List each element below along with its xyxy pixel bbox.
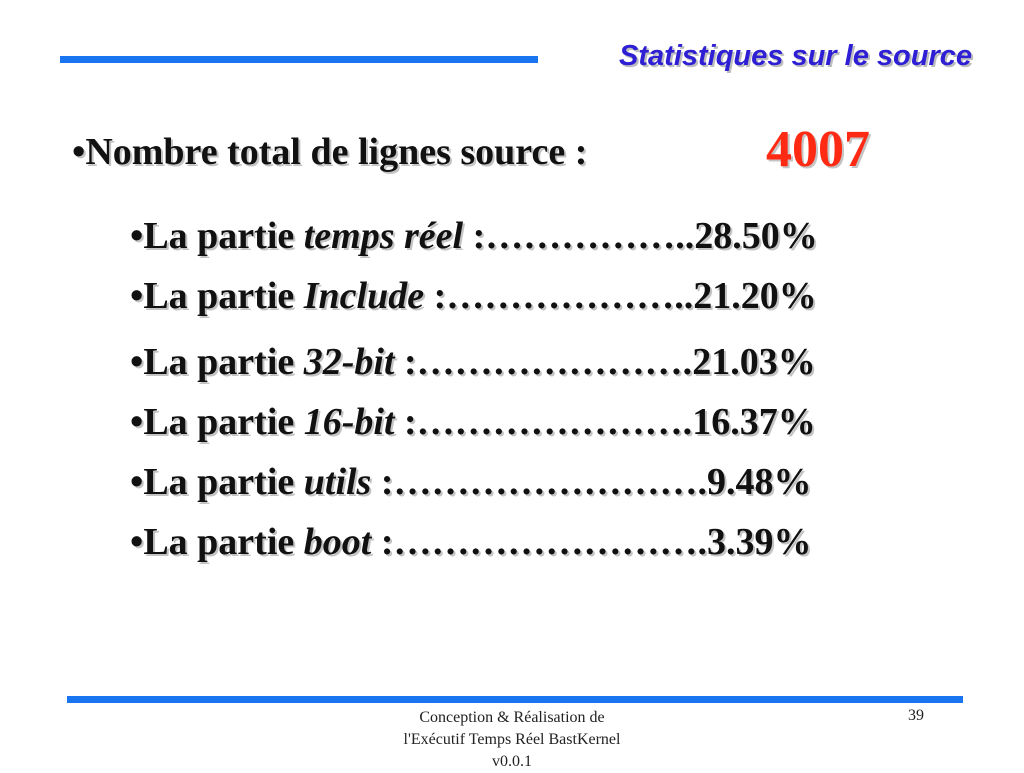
item-name: 32-bit	[303, 341, 395, 383]
item-value: 9.48%	[707, 461, 812, 503]
breakdown-item-boot: •La partie boot :…………………….3.39%	[130, 520, 811, 564]
item-value: 21.20%	[693, 275, 817, 317]
bullet-marker: •	[130, 521, 144, 563]
breakdown-item-include: •La partie Include :………………..21.20%	[130, 274, 817, 318]
bullet-marker: •	[130, 461, 144, 503]
item-dots: :……………..	[463, 215, 695, 257]
item-prefix: La partie	[143, 341, 304, 383]
item-name: 16-bit	[303, 401, 395, 443]
breakdown-item-32-bit: •La partie 32-bit :………………….21.03%	[130, 340, 816, 384]
item-name: temps réel	[303, 215, 464, 257]
footer-line: l'Exécutif Temps Réel BastKernel	[403, 731, 621, 748]
slide-title: Statistiques sur le source	[619, 40, 972, 72]
item-dots: :………………….	[394, 401, 693, 443]
item-name: boot	[303, 521, 372, 563]
item-dots: :…………………….	[371, 521, 707, 563]
item-prefix: La partie	[143, 521, 304, 563]
page-number: 39	[908, 707, 924, 724]
item-dots: :………………..	[424, 275, 694, 317]
item-value: 16.37%	[692, 401, 816, 443]
total-lines-bullet: •Nombre total de lignes source :	[72, 130, 587, 174]
footer-caption: Conception & Réalisation de l'Exécutif T…	[362, 707, 662, 773]
header-divider-bar	[60, 56, 538, 63]
footer-line: v0.0.1	[492, 753, 532, 770]
item-prefix: La partie	[143, 461, 304, 503]
item-prefix: La partie	[143, 401, 304, 443]
total-lines-value: 4007	[766, 121, 870, 178]
breakdown-item-16-bit: •La partie 16-bit :………………….16.37%	[130, 400, 816, 444]
total-lines-label: Nombre total de lignes source :	[85, 131, 588, 173]
breakdown-item-temps-reel: •La partie temps réel :……………..28.50%	[130, 214, 818, 258]
item-name: Include	[303, 275, 425, 317]
breakdown-item-utils: •La partie utils :…………………….9.48%	[130, 460, 812, 504]
bullet-marker: •	[72, 131, 86, 173]
item-prefix: La partie	[143, 275, 304, 317]
item-name: utils	[303, 461, 372, 503]
item-prefix: La partie	[143, 215, 304, 257]
item-dots: :…………………….	[371, 461, 708, 503]
item-value: 3.39%	[706, 521, 812, 563]
bullet-marker: •	[130, 275, 144, 317]
bullet-marker: •	[130, 401, 144, 443]
item-dots: :………………….	[394, 341, 693, 383]
bullet-marker: •	[130, 215, 144, 257]
footer-line: Conception & Réalisation de	[419, 709, 605, 726]
footer-divider-bar	[67, 696, 963, 703]
item-value: 28.50%	[694, 215, 818, 257]
item-value: 21.03%	[692, 341, 816, 383]
bullet-marker: •	[130, 341, 144, 383]
